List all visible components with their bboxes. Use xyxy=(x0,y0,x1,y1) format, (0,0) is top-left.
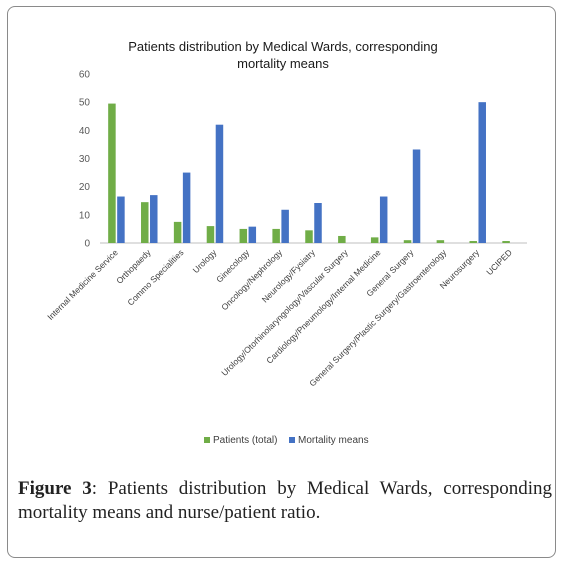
bar-patients-total xyxy=(403,240,412,243)
chart-title-line-2: mortality means xyxy=(237,56,329,71)
bar-patients-total xyxy=(239,228,248,243)
caption-text: : Patients distribution by Medical Wards… xyxy=(18,478,552,523)
bar-mortality-means xyxy=(314,203,322,243)
x-tick-label: Urology xyxy=(191,247,219,275)
x-tick-label: UCIPED xyxy=(484,247,514,277)
bar-mortality-means xyxy=(248,226,257,243)
chart-title-line-1: Patients distribution by Medical Wards, … xyxy=(128,39,438,54)
bar-patients-total xyxy=(141,202,149,243)
chart: Patients distribution by Medical Wards, … xyxy=(45,39,527,446)
x-tick-label: Cardiology/Pneumology/Internal Medicine xyxy=(264,247,383,366)
bar-mortality-means xyxy=(215,124,224,243)
x-tick-label: Commo Specialities xyxy=(125,247,185,307)
legend: Patients (total) Mortality means xyxy=(204,435,369,446)
y-tick-label: 40 xyxy=(79,126,91,137)
bar-patients-total xyxy=(272,228,280,243)
legend-label-patients-total: Patients (total) xyxy=(213,435,277,446)
y-tick-label: 30 xyxy=(79,154,91,165)
bar-patients-total xyxy=(173,221,182,244)
x-axis-labels: Internal Medicine ServiceOrthopaedyCommo… xyxy=(45,247,514,389)
bar-patients-total xyxy=(502,241,510,243)
y-axis: 0 10 20 30 40 50 60 xyxy=(79,70,91,250)
figure-caption: Figure 3: Patients distribution by Medic… xyxy=(18,477,552,525)
bar-patients-total xyxy=(370,237,379,243)
bar-patients-total xyxy=(338,235,346,243)
caption-label: Figure 3 xyxy=(18,478,92,499)
y-tick-label: 10 xyxy=(79,210,91,221)
x-tick-label: Oncology/Nephrology xyxy=(219,247,284,312)
chart-title: Patients distribution by Medical Wards, … xyxy=(128,39,438,71)
y-tick-label: 60 xyxy=(79,70,91,81)
bar-mortality-means xyxy=(412,149,421,243)
bar-patients-total xyxy=(305,230,313,243)
bar-patients-total xyxy=(436,240,445,243)
y-tick-label: 20 xyxy=(79,182,91,193)
bar-mortality-means xyxy=(182,172,191,243)
bar-mortality-means xyxy=(150,195,158,243)
y-tick-label: 50 xyxy=(79,98,91,109)
y-tick-label: 0 xyxy=(84,239,90,250)
bar-patients-total xyxy=(206,226,215,243)
bar-mortality-means xyxy=(281,209,289,243)
bar-mortality-means xyxy=(379,196,388,243)
bar-patients-total xyxy=(108,103,116,243)
legend-label-mortality-means: Mortality means xyxy=(298,435,369,446)
figure-frame xyxy=(7,6,556,558)
bar-mortality-means xyxy=(478,102,486,243)
bars xyxy=(108,102,510,244)
legend-swatch-patients-total xyxy=(204,437,210,443)
legend-swatch-mortality-means xyxy=(289,437,295,443)
bar-patients-total xyxy=(469,241,477,243)
x-tick-label: Internal Medicine Service xyxy=(45,247,120,322)
bar-mortality-means xyxy=(117,196,125,243)
